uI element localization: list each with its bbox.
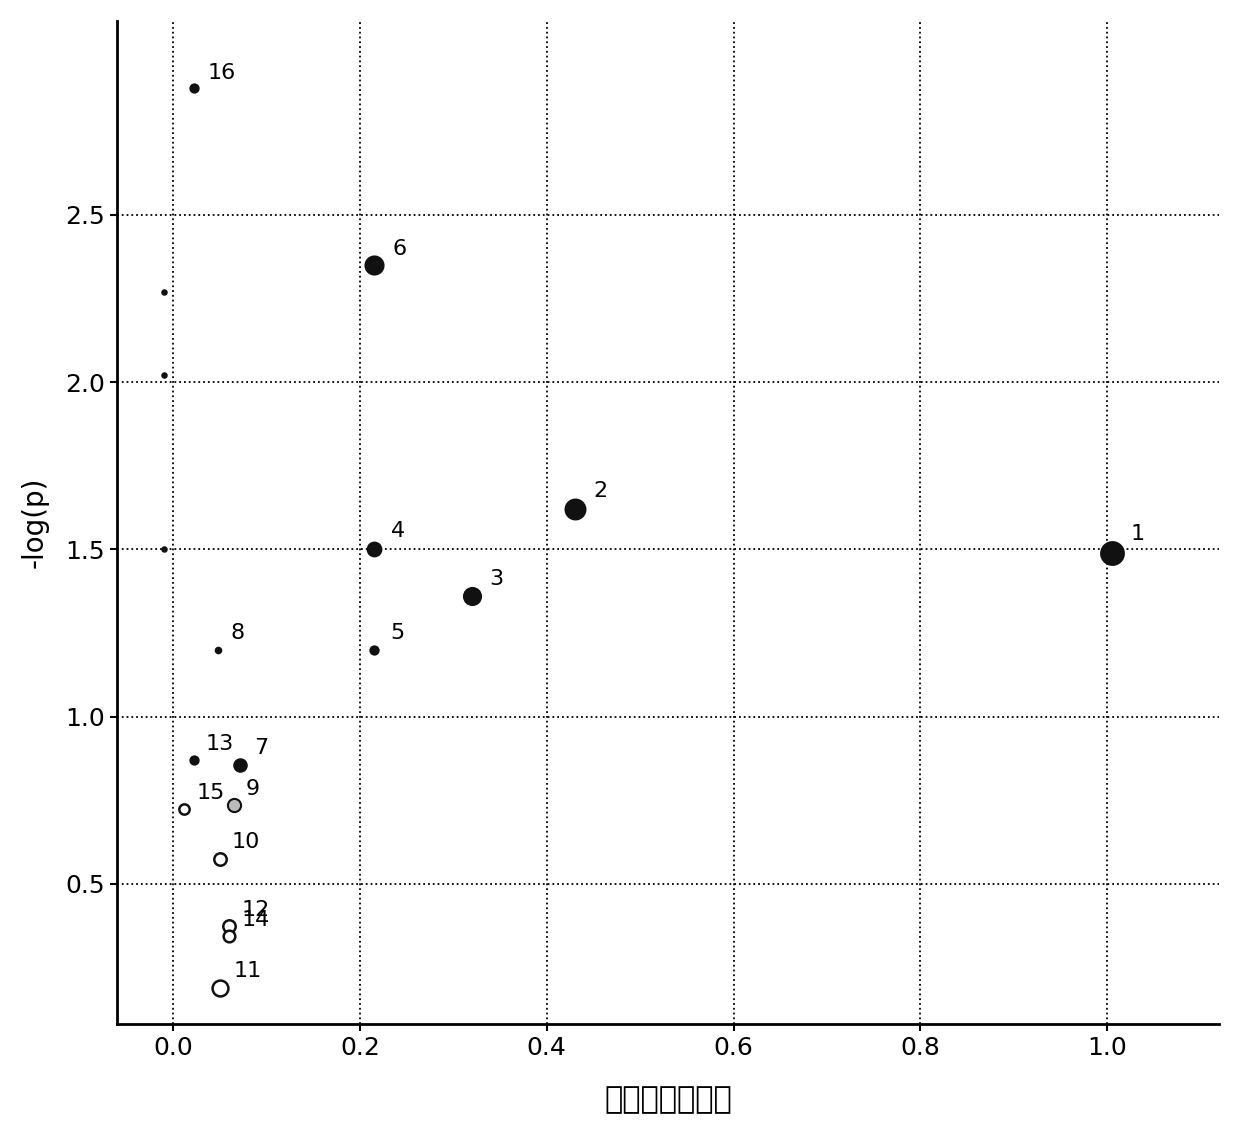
Text: 5: 5	[391, 623, 405, 644]
Point	[565, 501, 585, 519]
Text: 9: 9	[246, 779, 260, 799]
Text: 13: 13	[206, 734, 234, 754]
Point	[224, 796, 244, 814]
Point	[1102, 544, 1122, 562]
Point	[463, 587, 482, 605]
Point	[184, 78, 203, 96]
Point	[365, 540, 384, 558]
Text: 10: 10	[232, 832, 260, 852]
Point	[208, 640, 228, 658]
Text: 4: 4	[391, 521, 405, 541]
Text: 1: 1	[1131, 524, 1145, 545]
Y-axis label: -log(p): -log(p)	[21, 477, 48, 569]
Point	[219, 926, 239, 944]
Point	[184, 751, 203, 770]
Point	[154, 540, 174, 558]
Point	[154, 283, 174, 301]
Point	[365, 257, 384, 275]
Point	[219, 917, 239, 935]
Text: 6: 6	[393, 239, 407, 259]
Text: 12: 12	[242, 900, 269, 919]
Point	[365, 640, 384, 658]
Text: 3: 3	[489, 570, 503, 589]
Text: 14: 14	[242, 909, 269, 930]
Point	[175, 799, 195, 817]
Text: 11: 11	[234, 961, 262, 981]
Text: 2: 2	[594, 481, 608, 501]
Text: 7: 7	[254, 739, 269, 758]
Point	[154, 367, 174, 385]
Text: 15: 15	[197, 782, 224, 802]
Point	[231, 756, 250, 774]
Point	[210, 850, 229, 868]
Text: 8: 8	[231, 623, 244, 644]
X-axis label: 代谢途径响应值: 代谢途径响应值	[604, 1085, 732, 1115]
Text: 16: 16	[208, 62, 236, 83]
Point	[210, 978, 229, 997]
